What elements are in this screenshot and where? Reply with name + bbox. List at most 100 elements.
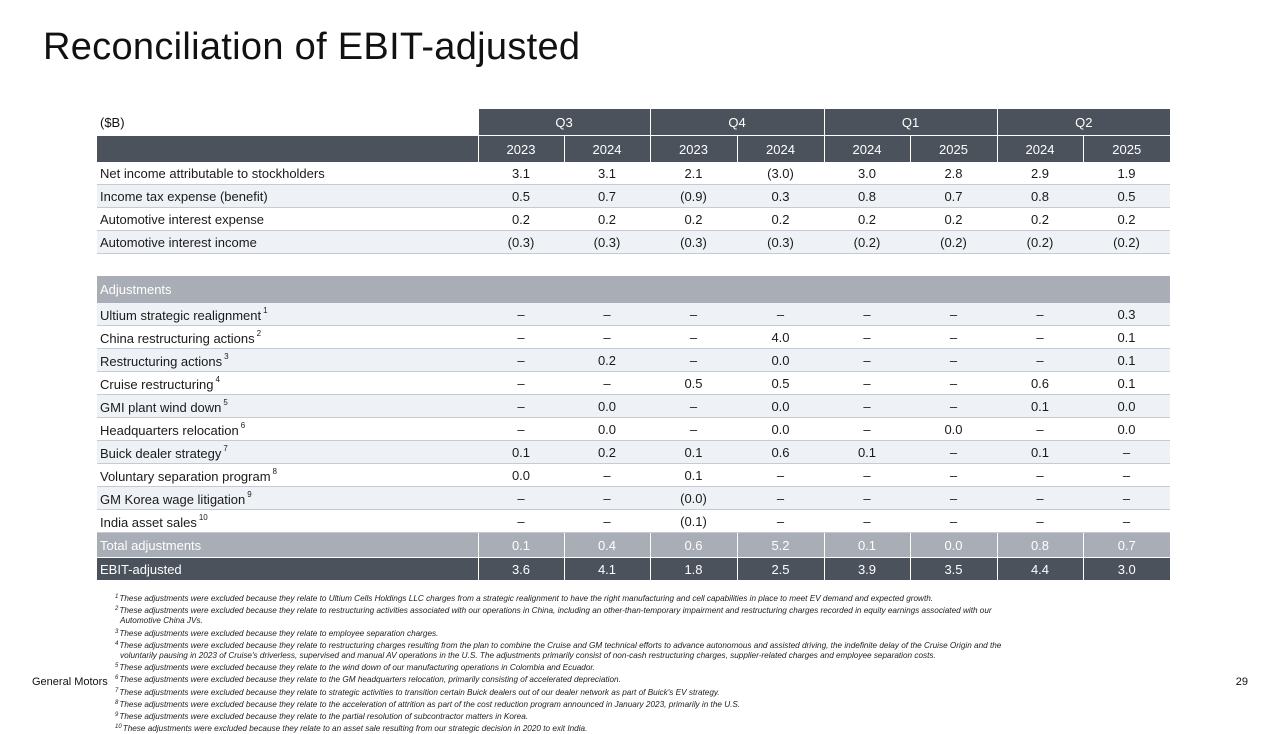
value-cell: –	[910, 509, 997, 533]
footnote-text: These adjustments were excluded because …	[119, 675, 621, 685]
value-cell: (0.3)	[650, 230, 737, 254]
value-cell: 0.2	[737, 207, 824, 231]
value-cell: (0.3)	[564, 230, 650, 254]
value-cell: 0.0	[737, 394, 824, 418]
quarter-header: Q1	[823, 109, 997, 136]
value-cell: 0.2	[564, 348, 650, 372]
row-label-text: Total adjustments	[100, 537, 202, 553]
footnote-ref: 4	[215, 374, 220, 384]
table-row: Income tax expense (benefit) 0.5 0.7 (0.9) 0…	[97, 184, 1170, 208]
value-cell: –	[564, 463, 650, 487]
row-label-text: Net income attributable to stockholders	[100, 165, 325, 181]
value-cell: 2.1	[650, 162, 737, 185]
value-cell: 0.8	[997, 184, 1083, 208]
value-cell: 0.1	[1083, 325, 1170, 349]
value-cell: 0.6	[649, 532, 737, 558]
footnote-number: 6	[115, 675, 119, 682]
footnote: 2These adjustments were excluded because…	[115, 604, 1165, 626]
quarter-header: Q2	[996, 109, 1170, 136]
value-cell: –	[650, 394, 737, 418]
adjustment-row: Voluntary separation program 8 0.0–0.1– – – –…	[97, 463, 1170, 487]
value-cell: 0.2	[1083, 207, 1170, 231]
value-cell: –	[997, 348, 1083, 372]
footnote-ref: 3	[224, 351, 229, 361]
value-cell: –	[737, 486, 824, 510]
quarter-header: Q4	[649, 109, 824, 136]
value-cell: –	[737, 463, 824, 487]
value-cell: –	[650, 417, 737, 441]
value-cell: –	[997, 509, 1083, 533]
footnote: 8These adjustments were excluded because…	[115, 698, 1165, 710]
row-label: Cruise restructuring 4	[97, 371, 478, 395]
adjustments-header: Adjustments	[97, 276, 1170, 303]
row-label: Net income attributable to stockholders	[97, 162, 478, 185]
value-cell: –	[650, 325, 737, 349]
year-header: 2023	[649, 135, 737, 162]
row-label-text: EBIT-adjusted	[100, 561, 182, 577]
footnote-number: 10	[115, 724, 122, 731]
value-cell: –	[824, 486, 910, 510]
value-cell: 0.2	[824, 207, 910, 231]
row-label: GMI plant wind down 5	[97, 394, 478, 418]
value-cell: 2.8	[910, 162, 997, 185]
value-cell: –	[1083, 509, 1170, 533]
value-cell: –	[564, 371, 650, 395]
footnote: 9These adjustments were excluded because…	[115, 710, 1165, 722]
value-cell: 4.1	[563, 557, 650, 580]
footnote-ref: 10	[198, 512, 208, 522]
value-cell: 0.2	[478, 207, 564, 231]
value-cell: –	[478, 348, 564, 372]
footnote: 4These adjustments were excluded because…	[115, 639, 1165, 661]
row-label-text: China restructuring actions	[100, 330, 255, 346]
footnote: 7These adjustments were excluded because…	[115, 686, 1165, 698]
footnote: 10These adjustments were excluded becaus…	[115, 722, 1165, 734]
value-cell: 5.2	[736, 532, 824, 558]
row-label-text: Ultium strategic realignment	[100, 307, 262, 323]
value-cell: –	[478, 417, 564, 441]
row-label: Buick dealer strategy 7	[97, 440, 478, 464]
page-title: Reconciliation of EBIT-adjusted	[43, 26, 581, 68]
value-cell: –	[737, 303, 824, 326]
value-cell: 3.5	[909, 557, 997, 580]
value-cell: 0.1	[477, 532, 564, 558]
row-label: Income tax expense (benefit)	[97, 184, 478, 208]
page-number: 29	[1235, 676, 1248, 688]
footnote-text: These adjustments were excluded because …	[119, 606, 992, 616]
adjustment-row: India asset sales 10– – (0.1) – – – – –	[97, 509, 1170, 533]
ebit-row: EBIT-adjusted 3.6 4.1 1.8 2.5 3.9 3.5 4.4 3.0	[97, 557, 1170, 580]
value-cell: (0.2)	[997, 230, 1083, 254]
value-cell: –	[910, 303, 997, 326]
value-cell: 0.3	[737, 184, 824, 208]
value-cell: –	[1083, 463, 1170, 487]
row-label-text: Voluntary separation program	[100, 468, 271, 484]
value-cell: –	[910, 440, 997, 464]
adjustment-row: Cruise restructuring 4– –0.5 0.5– –0.6 0.1	[97, 371, 1170, 395]
footnote-ref: 1	[263, 305, 268, 315]
adjustment-row: Ultium strategic realignment 1– – – – – – –0.3	[97, 303, 1170, 326]
value-cell: 0.1	[650, 440, 737, 464]
row-label: Restructuring actions 3	[97, 348, 478, 372]
year-header: 2024	[563, 135, 650, 162]
value-cell: –	[650, 303, 737, 326]
value-cell: 2.5	[736, 557, 824, 580]
value-cell: 0.5	[737, 371, 824, 395]
value-cell: (0.2)	[824, 230, 910, 254]
row-label: China restructuring actions 2	[97, 325, 478, 349]
value-cell: –	[564, 325, 650, 349]
value-cell: 0.4	[563, 532, 650, 558]
value-cell: 0.1	[478, 440, 564, 464]
footnote-number: 8	[115, 699, 119, 706]
row-label-text: Headquarters relocation	[100, 422, 239, 438]
row-label: Ultium strategic realignment 1	[97, 303, 478, 326]
footnote-number: 9	[115, 712, 119, 719]
footnote-ref: 9	[247, 489, 252, 499]
row-label: Automotive interest income	[97, 230, 478, 254]
row-label-text: Automotive interest income	[100, 234, 257, 250]
adjustments-header-row: Adjustments	[97, 276, 1170, 303]
spacer-cell	[97, 254, 1170, 277]
footnote-number: 5	[115, 663, 119, 670]
value-cell: 0.0	[737, 348, 824, 372]
year-header: 2024	[736, 135, 824, 162]
row-label: Voluntary separation program 8	[97, 463, 478, 487]
row-label: Automotive interest expense	[97, 207, 478, 231]
